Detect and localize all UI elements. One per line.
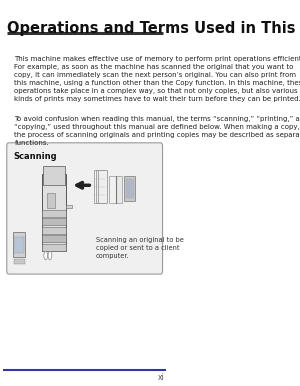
FancyBboxPatch shape xyxy=(116,176,122,203)
FancyBboxPatch shape xyxy=(42,244,66,251)
FancyBboxPatch shape xyxy=(42,210,66,217)
FancyBboxPatch shape xyxy=(42,235,66,242)
FancyBboxPatch shape xyxy=(7,143,163,274)
Text: This machine makes effective use of memory to perform print operations efficient: This machine makes effective use of memo… xyxy=(14,56,300,102)
Text: Scanning an original to be
copied or sent to a client
computer.: Scanning an original to be copied or sen… xyxy=(96,237,184,259)
Text: xi: xi xyxy=(158,373,164,382)
FancyBboxPatch shape xyxy=(42,174,66,251)
FancyBboxPatch shape xyxy=(126,179,134,198)
FancyBboxPatch shape xyxy=(14,259,25,264)
Text: To avoid confusion when reading this manual, the terms “scanning,” “printing,” a: To avoid confusion when reading this man… xyxy=(14,116,300,146)
FancyBboxPatch shape xyxy=(42,218,66,225)
FancyBboxPatch shape xyxy=(66,205,72,208)
FancyBboxPatch shape xyxy=(96,170,105,203)
FancyBboxPatch shape xyxy=(13,232,26,257)
Circle shape xyxy=(44,251,48,260)
Text: Scanning: Scanning xyxy=(14,152,57,161)
FancyBboxPatch shape xyxy=(46,193,55,208)
FancyBboxPatch shape xyxy=(98,170,107,203)
FancyBboxPatch shape xyxy=(43,166,65,185)
Circle shape xyxy=(48,251,52,260)
FancyBboxPatch shape xyxy=(42,227,66,234)
FancyBboxPatch shape xyxy=(14,237,24,253)
FancyBboxPatch shape xyxy=(94,170,103,203)
Text: Operations and Terms Used in This Manual: Operations and Terms Used in This Manual xyxy=(7,21,300,36)
FancyBboxPatch shape xyxy=(124,176,136,201)
FancyBboxPatch shape xyxy=(109,176,116,203)
